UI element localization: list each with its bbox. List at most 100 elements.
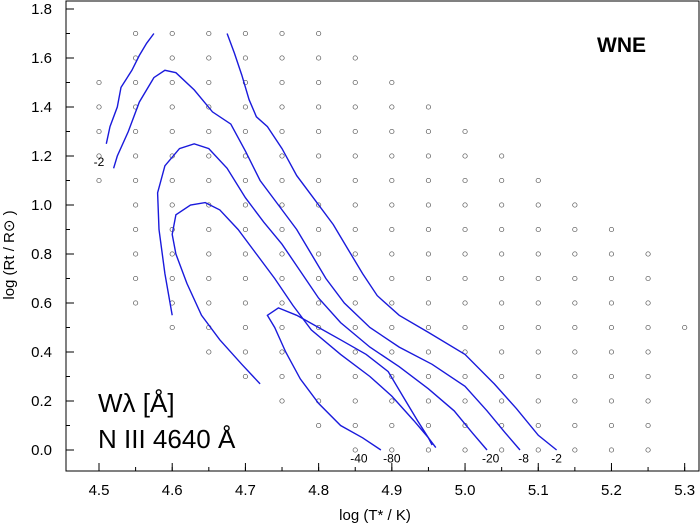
model-point xyxy=(316,226,322,233)
model-point xyxy=(206,153,212,159)
contour-line--80 xyxy=(266,307,437,451)
contour-label: -2 xyxy=(94,155,105,169)
annotation-equivalent-width: Wλ [Å] xyxy=(98,388,175,418)
model-point xyxy=(316,324,322,331)
model-point xyxy=(535,251,541,257)
model-point xyxy=(316,251,322,257)
x-tick-label: 4.8 xyxy=(308,482,329,499)
plot-frame xyxy=(65,0,700,472)
model-point xyxy=(279,226,285,233)
x-tick-label: 5.3 xyxy=(674,482,695,499)
model-grid-points xyxy=(96,30,688,453)
model-point xyxy=(352,398,358,404)
x-axis-ticks: 4.5 4.6 4.7 4.8 4.9 5.0 5.1 5.2 5.3 xyxy=(89,463,695,499)
model-point xyxy=(133,30,139,37)
model-point xyxy=(535,202,541,208)
model-point xyxy=(352,177,358,184)
model-point xyxy=(499,398,505,404)
model-point xyxy=(389,79,395,86)
model-point xyxy=(572,349,578,355)
model-point xyxy=(133,275,139,282)
model-point xyxy=(462,373,468,380)
model-point xyxy=(645,275,651,282)
model-point xyxy=(499,324,505,331)
y-axis-ticks: 0.0 0.2 0.4 0.6 0.8 1.0 1.2 1.4 1.6 1.8 xyxy=(31,1,74,459)
contour-line--2 xyxy=(105,33,155,144)
model-point xyxy=(425,422,431,429)
model-point xyxy=(608,447,615,453)
model-point xyxy=(279,177,285,184)
y-tick-label: 1.2 xyxy=(31,148,52,165)
model-point xyxy=(608,422,615,429)
model-point xyxy=(389,422,395,429)
y-tick-label: 1.4 xyxy=(31,99,52,116)
model-point xyxy=(425,300,431,306)
model-point xyxy=(572,398,578,404)
model-point xyxy=(133,226,139,233)
model-point xyxy=(96,153,102,159)
x-tick-label: 4.9 xyxy=(381,482,402,499)
model-point xyxy=(169,177,175,184)
model-point xyxy=(133,300,139,306)
x-tick-label: 4.7 xyxy=(235,482,256,499)
model-point xyxy=(316,55,322,61)
model-point xyxy=(242,128,248,135)
model-point xyxy=(572,373,578,380)
corner-label: WNE xyxy=(597,34,646,57)
model-point xyxy=(316,128,322,135)
model-point xyxy=(279,128,285,135)
model-point xyxy=(352,324,358,331)
model-point xyxy=(389,398,395,404)
model-point xyxy=(169,79,175,86)
model-point xyxy=(608,226,615,233)
model-point xyxy=(425,251,431,257)
model-point xyxy=(96,128,102,135)
x-tick-label: 5.2 xyxy=(601,482,622,499)
y-axis-title: log (Rt / R⊙ ) xyxy=(1,210,18,299)
model-point xyxy=(425,226,431,233)
model-point xyxy=(242,55,248,61)
model-point xyxy=(352,153,358,159)
model-point xyxy=(206,177,212,184)
model-point xyxy=(133,153,139,159)
model-point xyxy=(242,275,248,282)
contour-label: -20 xyxy=(482,451,500,465)
model-point xyxy=(572,251,578,257)
model-point xyxy=(96,177,102,184)
x-tick-label: 4.6 xyxy=(162,482,183,499)
model-point xyxy=(316,202,322,208)
model-point xyxy=(462,398,468,404)
y-tick-label: 0.8 xyxy=(31,246,52,263)
model-point xyxy=(462,128,468,135)
model-point xyxy=(608,398,615,404)
model-point xyxy=(352,55,358,61)
contour-line--20 xyxy=(156,143,488,451)
contour-line--8 xyxy=(112,69,521,451)
model-point xyxy=(242,251,248,257)
contour-label: -2 xyxy=(551,451,562,465)
model-point xyxy=(425,349,431,355)
model-point xyxy=(169,104,175,110)
model-point xyxy=(316,422,322,429)
x-tick-label: 5.0 xyxy=(455,482,476,499)
x-tick-label: 5.1 xyxy=(528,482,549,499)
model-point xyxy=(535,447,541,453)
model-point xyxy=(572,324,578,331)
model-point xyxy=(572,202,578,208)
model-point xyxy=(96,79,102,86)
model-point xyxy=(462,300,468,306)
model-point xyxy=(572,300,578,306)
model-point xyxy=(242,104,248,110)
model-point xyxy=(242,349,248,355)
y-tick-label: 1.8 xyxy=(31,1,52,18)
model-point xyxy=(169,202,175,208)
model-point xyxy=(206,300,212,306)
model-point xyxy=(316,153,322,159)
model-point xyxy=(389,153,395,159)
model-point xyxy=(316,177,322,184)
model-point xyxy=(425,275,431,282)
model-point xyxy=(389,226,395,233)
model-point xyxy=(462,275,468,282)
model-point xyxy=(206,128,212,135)
